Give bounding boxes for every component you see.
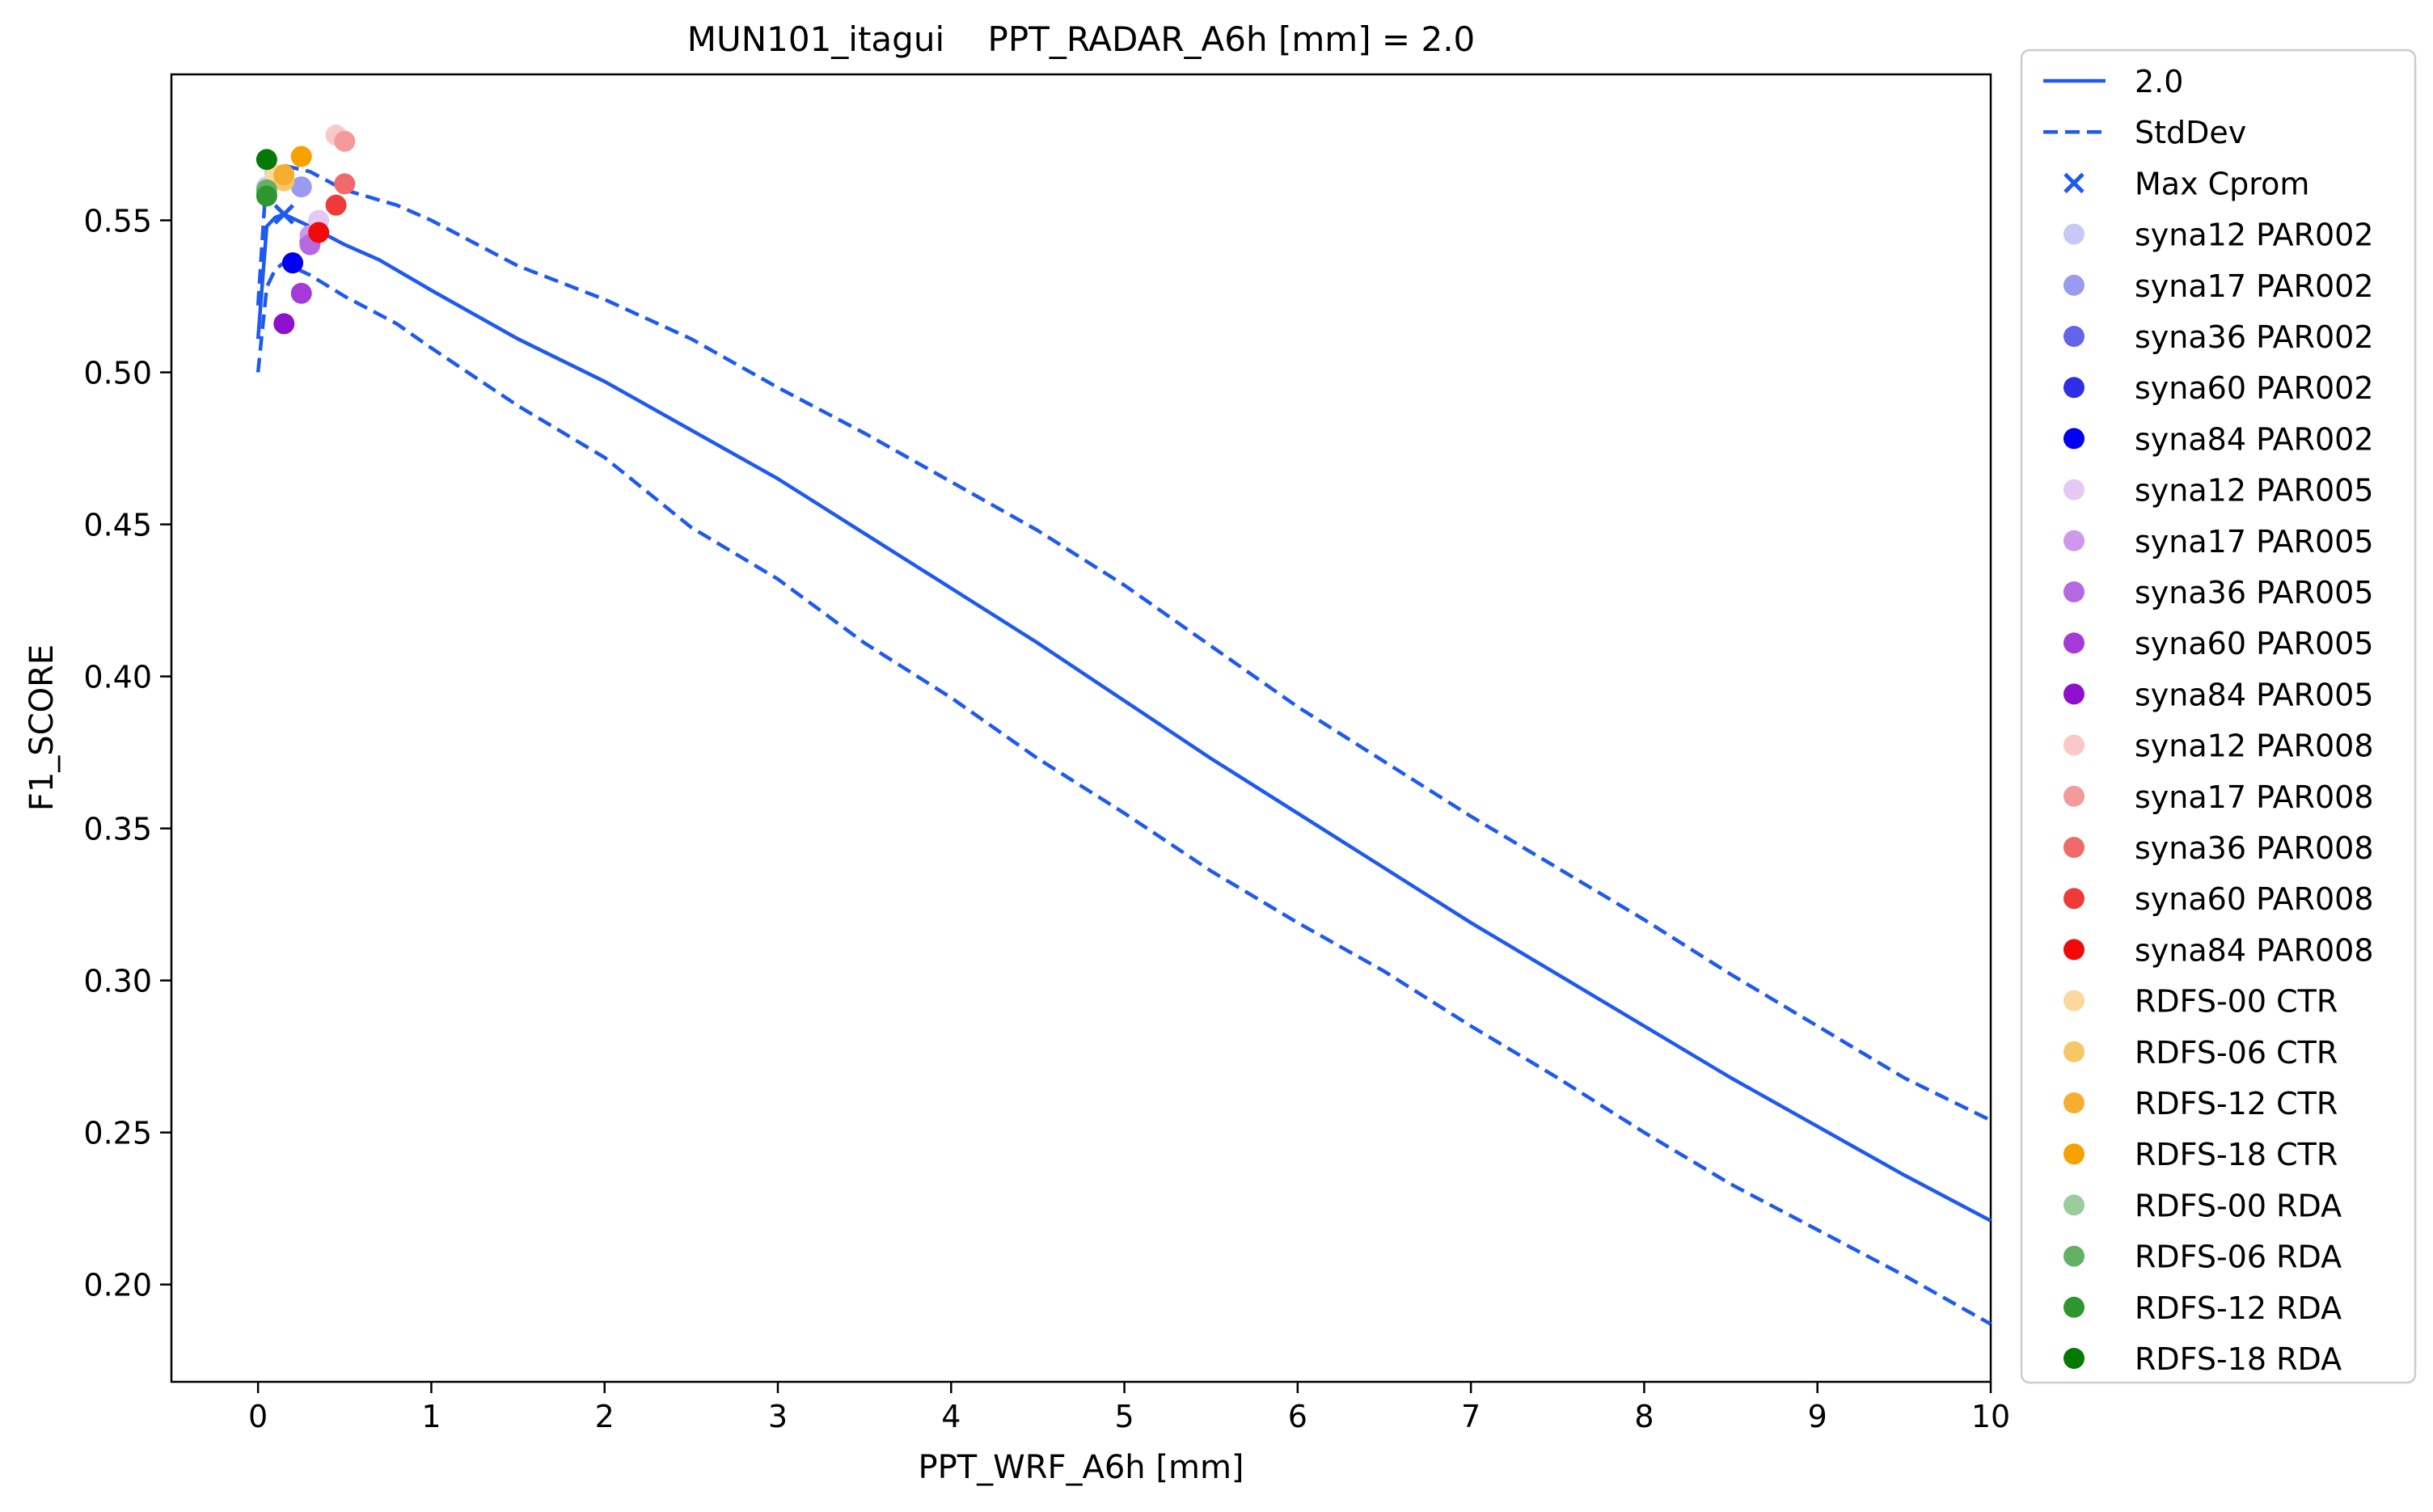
legend-label: syna36 PAR002 — [2135, 319, 2374, 355]
x-tick-label: 1 — [421, 1399, 441, 1434]
legend-swatch-dot — [2063, 734, 2085, 756]
series-line-3 — [256, 163, 1992, 1122]
legend-swatch-dot — [2063, 1245, 2085, 1267]
legend-label: StdDev — [2135, 115, 2246, 150]
plot-area: 0 1 2 3 4 5 6 7 8 9 10 0.20 0.25 0.30 0.35 0.40 0.45 0.5… — [83, 73, 2010, 1434]
x-tick-label: 3 — [768, 1399, 788, 1434]
x-tick-label: 0 — [248, 1399, 268, 1434]
plot-frame — [170, 73, 1992, 1383]
legend-swatch-dot — [2063, 1041, 2085, 1062]
max-cprom-x-stroke — [273, 204, 295, 225]
scatter-point — [273, 313, 295, 335]
scatter-point — [308, 222, 330, 243]
legend-label: syna17 PAR005 — [2135, 524, 2374, 560]
legend-label: 2.0 — [2135, 64, 2183, 99]
legend-label: syna36 PAR008 — [2135, 830, 2374, 866]
x-tick-label: 5 — [1114, 1399, 1134, 1434]
scatter-point — [290, 176, 312, 198]
scatter-point — [334, 173, 356, 195]
legend-swatch-dot — [2063, 888, 2085, 910]
legend: 2.0 StdDev Max Cprom syna12 PAR002 syna17 PA… — [2020, 49, 2417, 1384]
legend-label: syna60 PAR008 — [2135, 881, 2374, 917]
legend-label: RDFS-06 RDA — [2135, 1240, 2342, 1275]
y-tick-label: 0.45 — [83, 508, 152, 543]
legend-swatch-dot — [2063, 274, 2085, 296]
y-tick-label: 0.40 — [83, 660, 152, 695]
legend-label: syna60 PAR005 — [2135, 626, 2374, 661]
x-axis: 0 1 2 3 4 5 6 7 8 9 10 — [248, 1382, 2010, 1434]
scatter-point — [256, 149, 277, 171]
legend-swatch-dot — [2063, 1092, 2085, 1113]
legend-swatch-dot — [2063, 990, 2085, 1012]
legend-swatch-dot — [2063, 223, 2085, 245]
legend-label: RDFS-12 CTR — [2135, 1086, 2338, 1121]
legend-swatch-dot — [2063, 1296, 2085, 1318]
scatter-point — [282, 252, 303, 274]
legend-swatch-dot — [2063, 1194, 2085, 1216]
x-tick-label: 6 — [1288, 1399, 1307, 1434]
legend-label: Max Cprom — [2135, 166, 2309, 201]
legend-swatch-dot — [2063, 326, 2085, 347]
y-tick-label: 0.20 — [83, 1268, 152, 1303]
legend-label: RDFS-18 RDA — [2135, 1341, 2342, 1377]
legend-swatch-dot — [2063, 1143, 2085, 1165]
legend-label: syna84 PAR002 — [2135, 421, 2374, 457]
legend-label: syna84 PAR005 — [2135, 677, 2374, 712]
legend-swatch-dot — [2063, 530, 2085, 551]
y-axis-label: F1_SCORE — [23, 644, 61, 811]
scatter-points — [256, 125, 356, 335]
x-tick-label: 4 — [941, 1399, 961, 1434]
legend-swatch-dot — [2063, 837, 2085, 858]
legend-label: RDFS-12 RDA — [2135, 1290, 2342, 1326]
legend-frame — [2020, 49, 2417, 1384]
scatter-point — [273, 164, 295, 186]
legend-label: syna36 PAR005 — [2135, 575, 2374, 610]
legend-label: syna84 PAR008 — [2135, 932, 2374, 968]
legend-swatch-x — [2063, 172, 2085, 194]
legend-label: syna60 PAR002 — [2135, 370, 2374, 406]
legend-swatch-dot — [2063, 939, 2085, 961]
legend-swatch-dot — [2063, 428, 2085, 450]
legend-swatch-dot — [2063, 785, 2085, 807]
series-line-2 — [256, 260, 1992, 1326]
y-tick-label: 0.35 — [83, 812, 152, 847]
y-tick-label: 0.25 — [83, 1116, 152, 1151]
scatter-point — [325, 194, 347, 216]
legend-label: RDFS-18 CTR — [2135, 1137, 2338, 1172]
legend-swatch-dot — [2063, 1348, 2085, 1369]
legend-swatch-dot — [2063, 479, 2085, 500]
scatter-point — [334, 130, 356, 152]
legend-items: 2.0 StdDev Max Cprom syna12 PAR002 syna17 PA… — [2043, 64, 2374, 1377]
legend-swatch-dot — [2063, 632, 2085, 654]
legend-label: syna12 PAR002 — [2135, 218, 2374, 253]
y-tick-label: 0.50 — [83, 356, 152, 391]
x-tick-label: 10 — [1971, 1399, 2010, 1434]
scatter-point — [290, 282, 312, 304]
x-tick-label: 2 — [595, 1399, 615, 1434]
x-tick-label: 9 — [1808, 1399, 1827, 1434]
scatter-point — [290, 146, 312, 167]
y-tick-label: 0.55 — [83, 204, 152, 239]
x-axis-label: PPT_WRF_A6h [mm] — [918, 1449, 1244, 1486]
legend-label: syna12 PAR008 — [2135, 729, 2374, 764]
legend-label: syna12 PAR005 — [2135, 473, 2374, 509]
legend-label: RDFS-06 CTR — [2135, 1035, 2338, 1071]
scatter-point — [256, 185, 277, 207]
max-cprom-marker — [273, 204, 295, 225]
x-tick-label: 8 — [1634, 1399, 1654, 1434]
legend-label: RDFS-00 RDA — [2135, 1188, 2342, 1223]
legend-label: RDFS-00 CTR — [2135, 984, 2338, 1020]
chart-title: MUN101_itagui PPT_RADAR_A6h [mm] = 2.0 — [687, 19, 1476, 59]
y-axis: 0.20 0.25 0.30 0.35 0.40 0.45 0.50 0.55 — [83, 204, 171, 1303]
y-tick-label: 0.30 — [83, 964, 152, 999]
legend-label: syna17 PAR002 — [2135, 268, 2374, 304]
legend-label: syna17 PAR008 — [2135, 779, 2374, 815]
legend-swatch-dot — [2063, 581, 2085, 602]
x-tick-label: 7 — [1461, 1399, 1480, 1434]
legend-swatch-dot — [2063, 377, 2085, 399]
legend-swatch-dot — [2063, 683, 2085, 705]
